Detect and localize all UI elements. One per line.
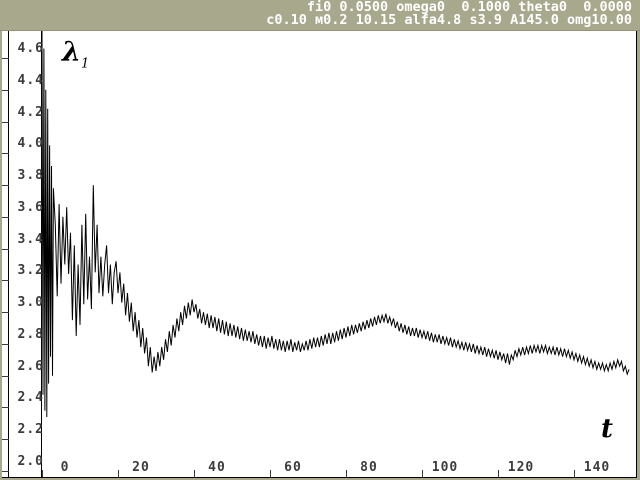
y-tick-label: 2.0 xyxy=(17,454,44,469)
y-tick-label: 4.2 xyxy=(17,105,44,120)
parameter-line-2: c0.10 м0.2 10.15 alfa4.8 s3.9 A145.0 omg… xyxy=(266,12,632,28)
x-axis-title-t: t xyxy=(601,414,614,444)
y-tick-label: 2.2 xyxy=(17,422,44,437)
x-tick-label: 80 xyxy=(360,460,378,475)
y-tick-label: 2.4 xyxy=(17,390,44,405)
y-tick-label: 3.4 xyxy=(17,232,44,247)
y-tick-label: 4.6 xyxy=(17,41,44,56)
lambda-subscript: 1 xyxy=(80,56,90,72)
x-tick-label: 20 xyxy=(132,460,150,475)
parameter-line-1: fi0 0.0500 omega0 0.1000 theta0 0.0000 xyxy=(306,0,632,15)
parameter-header-bar: fi0 0.0500 omega0 0.1000 theta0 0.0000 c… xyxy=(0,0,640,31)
x-tick-label: 0 xyxy=(60,460,70,475)
plot-area xyxy=(2,31,637,478)
y-tick-label: 4.0 xyxy=(17,136,44,151)
x-tick-label: 100 xyxy=(431,460,459,475)
x-tick-label: 40 xyxy=(208,460,226,475)
y-tick-label: 2.6 xyxy=(17,359,44,374)
y-tick-label: 3.0 xyxy=(17,295,44,310)
lambda-symbol: λ xyxy=(62,37,81,68)
x-tick-label: 120 xyxy=(507,460,535,475)
y-tick-label: 3.6 xyxy=(17,200,44,215)
y-axis-title-lambda: λ1 xyxy=(62,37,90,72)
y-tick-label: 2.8 xyxy=(17,327,44,342)
y-tick-label: 3.8 xyxy=(17,168,44,183)
x-tick-label: 140 xyxy=(583,460,611,475)
lambda1-curve xyxy=(41,30,630,418)
y-tick-label: 4.4 xyxy=(17,73,44,88)
x-tick-label: 60 xyxy=(284,460,302,475)
y-tick-label: 3.2 xyxy=(17,263,44,278)
